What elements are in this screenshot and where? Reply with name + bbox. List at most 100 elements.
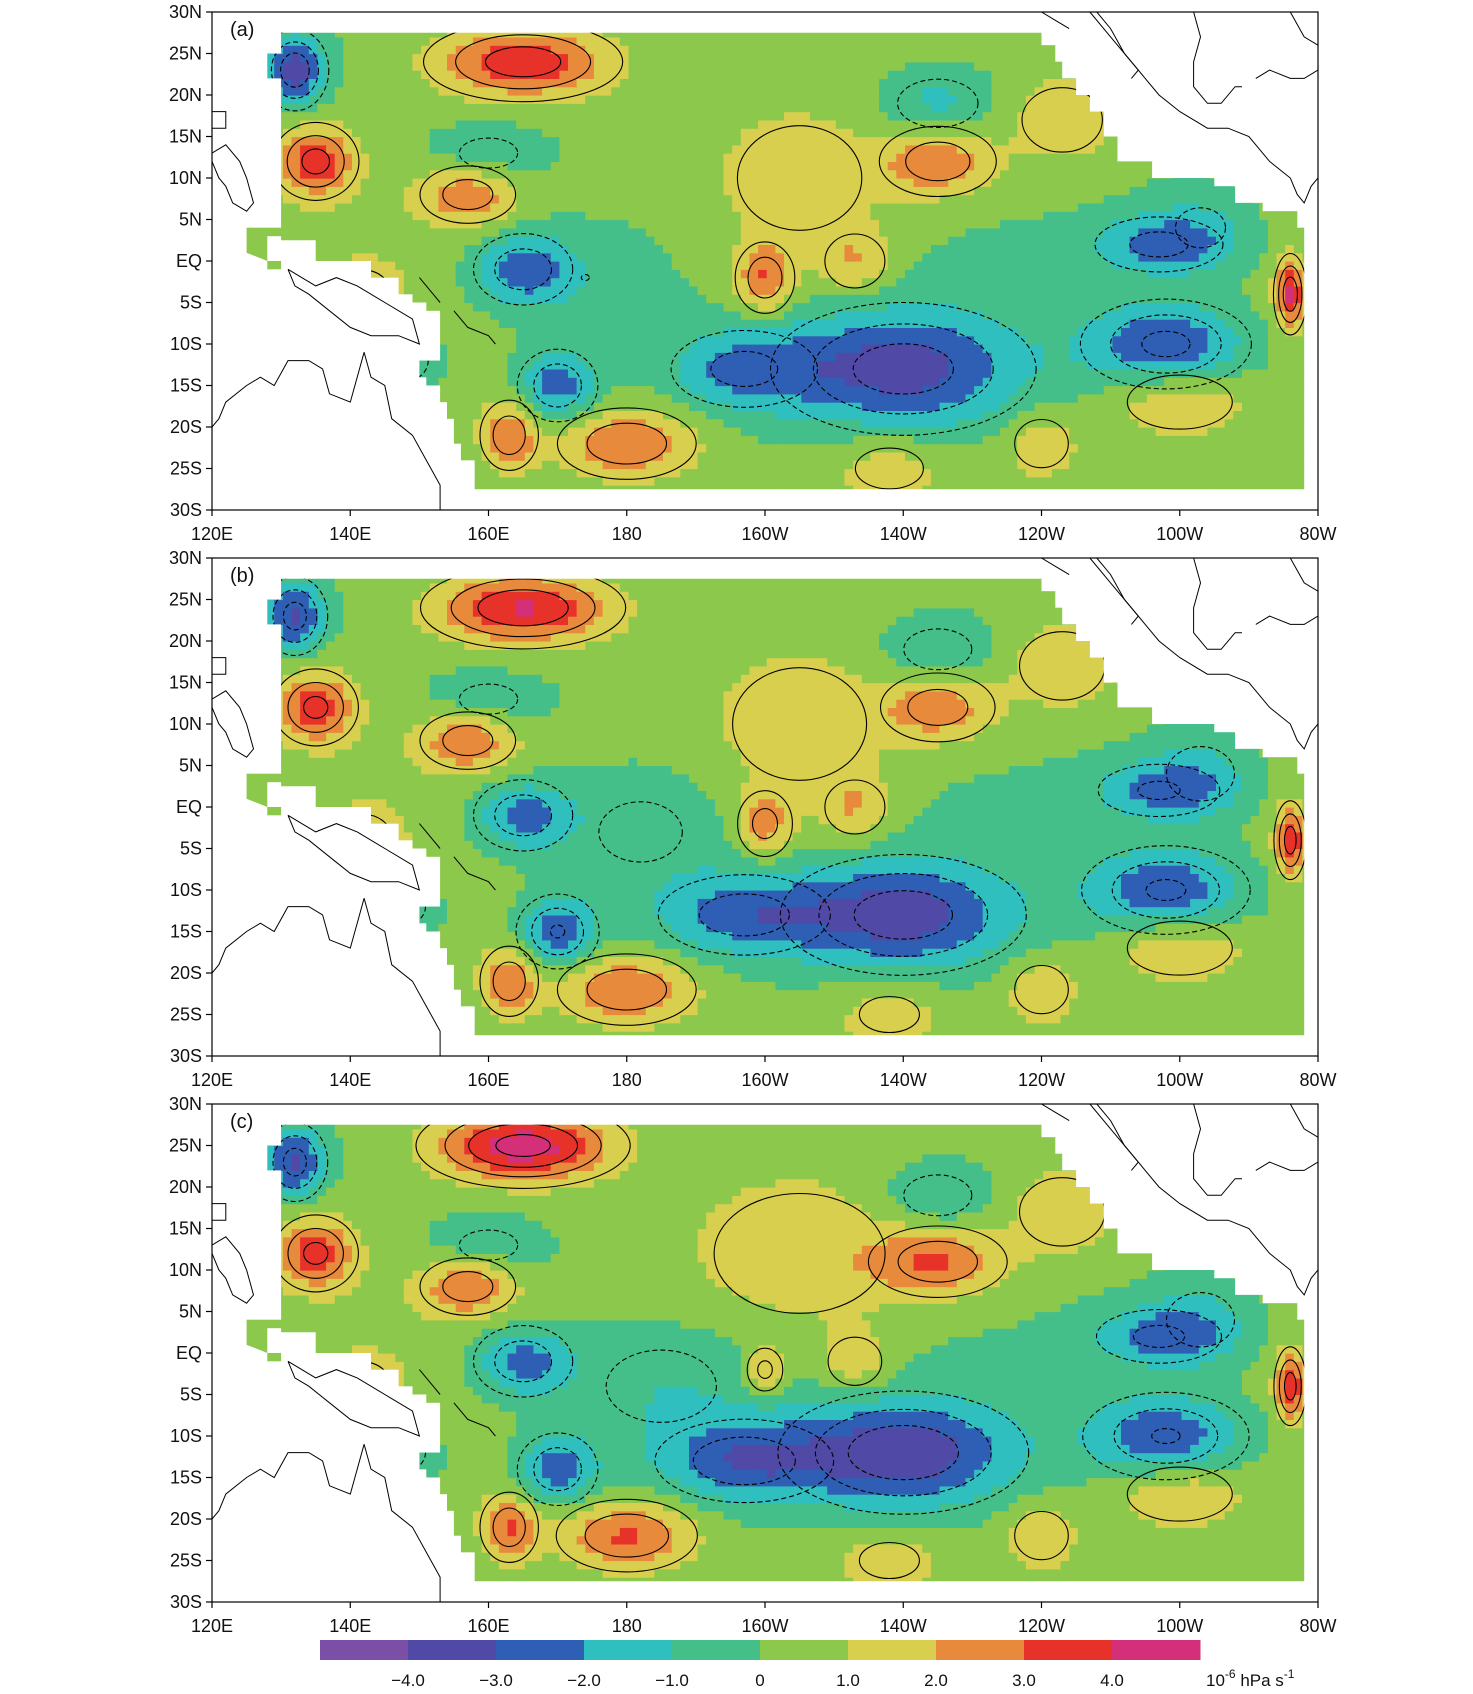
x-tick-label: 80W (1299, 1616, 1336, 1636)
x-tick-label: 140W (880, 524, 927, 544)
x-tick-label: 140W (880, 1070, 927, 1090)
y-tick-label: 25S (170, 1005, 202, 1025)
colorbar-label: 3.0 (1012, 1671, 1036, 1689)
coastline (205, 203, 212, 228)
x-tick-label: 140W (880, 1616, 927, 1636)
x-tick-label: 140E (329, 1616, 371, 1636)
y-tick-label: 30S (170, 500, 202, 520)
y-tick-label: 15N (169, 673, 202, 693)
x-tick-label: 180 (612, 1070, 642, 1090)
y-tick-label: 10N (169, 714, 202, 734)
y-tick-label: 10S (170, 334, 202, 354)
x-tick-label: 120E (191, 1616, 233, 1636)
coastline (205, 1295, 212, 1320)
y-tick-label: 20S (170, 417, 202, 437)
colorbar-label: 1.0 (836, 1671, 860, 1689)
colorbar-swatch (1112, 1640, 1201, 1660)
coastline (212, 352, 364, 427)
x-tick-label: 180 (612, 524, 642, 544)
y-tick-label: 5S (180, 293, 202, 313)
y-tick-label: 25N (169, 590, 202, 610)
contour-ring (337, 270, 391, 318)
x-tick-label: 100W (1156, 1616, 1203, 1636)
colorbar-swatch (936, 1640, 1025, 1660)
coastline (212, 1237, 254, 1303)
colorbar-unit: 10-6 hPa s-1 (1206, 1667, 1295, 1689)
colorbar-swatch (672, 1640, 761, 1660)
coastline (205, 749, 212, 774)
y-tick-label: 20N (169, 85, 202, 105)
contour-ring (337, 1362, 391, 1410)
colorbar-swatch (584, 1640, 673, 1660)
panel-label: (a) (230, 19, 254, 41)
x-tick-label: 160E (467, 1616, 509, 1636)
coastline (1194, 1104, 1242, 1195)
colorbar-label: −1.0 (655, 1671, 689, 1689)
coastline (1290, 1104, 1318, 1137)
contour-ring (336, 815, 393, 866)
y-tick-label: 5S (180, 1385, 202, 1405)
y-tick-label: 10N (169, 168, 202, 188)
coastline (1042, 558, 1070, 575)
y-tick-label: 5N (179, 756, 202, 776)
x-tick-label: 180 (612, 1616, 642, 1636)
y-tick-label: 10S (170, 1426, 202, 1446)
colorbar-label: −3.0 (479, 1671, 513, 1689)
colorbar-label: 2.0 (924, 1671, 948, 1689)
x-tick-label: 120E (191, 524, 233, 544)
x-tick-label: 160E (467, 524, 509, 544)
x-tick-label: 120W (1018, 1070, 1065, 1090)
y-tick-label: 15S (170, 922, 202, 942)
coastline (212, 1444, 364, 1519)
x-tick-label: 100W (1156, 1070, 1203, 1090)
y-tick-label: EQ (176, 251, 202, 271)
x-tick-label: 140E (329, 1070, 371, 1090)
y-tick-label: 25N (169, 44, 202, 64)
y-tick-label: 15S (170, 1468, 202, 1488)
y-tick-label: EQ (176, 1343, 202, 1363)
coastline (1194, 558, 1242, 649)
x-tick-label: 80W (1299, 1070, 1336, 1090)
coastline (1194, 12, 1242, 103)
y-tick-label: 30S (170, 1592, 202, 1612)
colorbar-swatch (1024, 1640, 1113, 1660)
y-tick-label: 5S (180, 839, 202, 859)
y-tick-label: 30N (169, 1094, 202, 1114)
panel-label: (c) (230, 1111, 253, 1133)
coastline (1042, 12, 1070, 29)
panels: 120E 140E 160E 180 160W 140W 120W 100W 80W 30N 25N… (169, 2, 1337, 1636)
x-tick-label: 160W (741, 524, 788, 544)
colorbar-label: 4.0 (1100, 1671, 1124, 1689)
coastline (1256, 70, 1318, 78)
y-tick-label: EQ (176, 797, 202, 817)
coastline (212, 898, 364, 973)
colorbar-swatch (496, 1640, 585, 1660)
y-tick-label: 20S (170, 1509, 202, 1529)
colorbar-label: −2.0 (567, 1671, 601, 1689)
colorbar-label: 0 (755, 1671, 764, 1689)
y-tick-label: 15N (169, 127, 202, 147)
y-tick-label: 10S (170, 880, 202, 900)
y-tick-label: 25S (170, 1551, 202, 1571)
x-tick-label: 100W (1156, 524, 1203, 544)
x-tick-label: 160W (741, 1070, 788, 1090)
y-tick-label: 20N (169, 631, 202, 651)
y-tick-label: 20N (169, 1177, 202, 1197)
coastline (1290, 558, 1318, 591)
colorbar-swatch (848, 1640, 937, 1660)
y-tick-label: 30N (169, 548, 202, 568)
y-tick-label: 25N (169, 1136, 202, 1156)
y-tick-label: 10N (169, 1260, 202, 1280)
y-tick-label: 5N (179, 210, 202, 230)
colorbar-swatch (320, 1640, 409, 1660)
panel-label: (b) (230, 565, 254, 587)
coastline (212, 658, 226, 675)
coastline (212, 1204, 226, 1221)
coastline (1042, 1104, 1070, 1121)
coastline (212, 691, 254, 757)
y-tick-label: 20S (170, 963, 202, 983)
